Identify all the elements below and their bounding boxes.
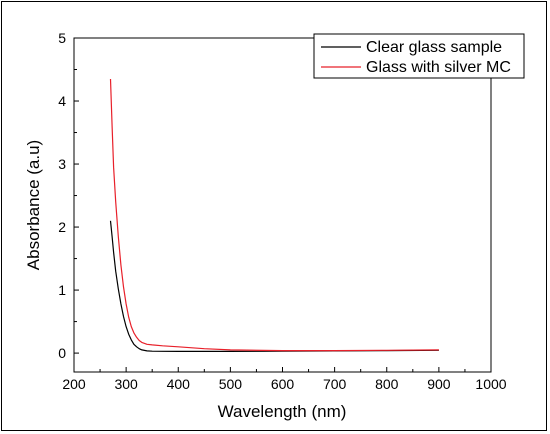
x-tick-label: 800 xyxy=(375,376,399,392)
y-tick-label: 1 xyxy=(58,282,66,298)
y-axis-ticks: 0 1 2 3 4 5 xyxy=(58,30,79,361)
x-tick-label: 400 xyxy=(167,376,191,392)
legend: Clear glass sample Glass with silver MC xyxy=(313,33,525,79)
x-tick-label: 500 xyxy=(219,376,243,392)
series-line-silver-mc xyxy=(109,78,439,352)
plot-area xyxy=(73,37,492,373)
y-tick-label: 2 xyxy=(58,219,66,235)
legend-box xyxy=(313,33,525,79)
series-layer xyxy=(109,78,439,352)
series-line-clear-glass xyxy=(109,220,439,352)
x-tick-label: 300 xyxy=(114,376,138,392)
y-tick-label: 4 xyxy=(58,93,66,109)
x-axis-ticks: 200 300 400 500 600 700 800 900 1000 xyxy=(62,367,507,392)
x-tick-label: 900 xyxy=(427,376,451,392)
x-tick-label: 700 xyxy=(323,376,347,392)
y-tick-label: 3 xyxy=(58,156,66,172)
y-tick-label: 5 xyxy=(58,30,66,46)
legend-label-silver-mc: Glass with silver MC xyxy=(366,59,511,76)
x-axis-title: Wavelength (nm) xyxy=(218,402,347,421)
y-tick-label: 0 xyxy=(58,345,66,361)
y-axis-title: Absorbance (a.u) xyxy=(24,140,43,270)
x-tick-label: 1000 xyxy=(475,376,506,392)
x-tick-label: 600 xyxy=(271,376,295,392)
x-tick-label: 200 xyxy=(62,376,86,392)
legend-label-clear-glass: Clear glass sample xyxy=(366,39,502,56)
